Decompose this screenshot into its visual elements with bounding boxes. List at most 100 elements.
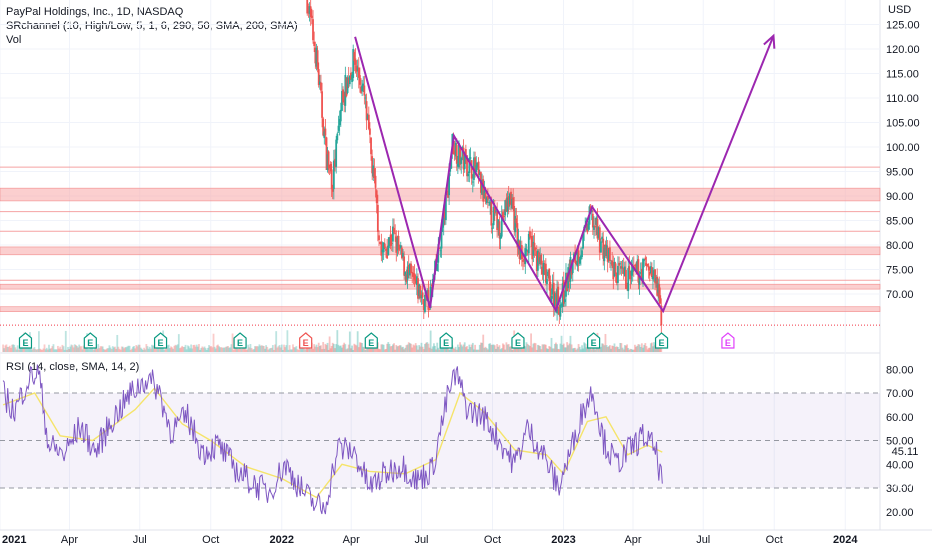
candle-body <box>586 223 589 233</box>
volume-bar <box>426 342 429 352</box>
sr-zone[interactable] <box>0 283 881 290</box>
volume-bar <box>123 348 125 352</box>
earnings-marker[interactable] <box>439 332 453 349</box>
volume-bar <box>398 345 401 352</box>
earnings-marker[interactable] <box>18 332 33 349</box>
earnings-marker[interactable] <box>721 332 735 349</box>
candle-body <box>499 234 502 239</box>
volume-bar <box>428 347 431 352</box>
volume-bar <box>81 349 84 352</box>
volume-bar <box>11 344 13 352</box>
earnings-marker[interactable] <box>364 332 378 349</box>
volume-bar <box>438 349 441 352</box>
volume-bar <box>18 348 21 352</box>
candle-body <box>640 268 643 281</box>
sr-zone[interactable] <box>0 306 881 312</box>
volume-bar <box>394 349 397 352</box>
volume-bar <box>124 347 126 352</box>
volume-bar <box>576 348 579 352</box>
volume-bar <box>383 349 386 352</box>
volume-bar <box>448 349 451 352</box>
volume-bar <box>329 348 332 352</box>
candle-body <box>626 288 628 290</box>
candle-body <box>577 250 580 262</box>
candle-body <box>659 295 662 304</box>
earnings-marker[interactable] <box>654 332 669 349</box>
candle-body <box>405 274 408 282</box>
candle-body <box>649 266 652 274</box>
candle-body <box>514 215 517 233</box>
volume-bar <box>240 349 243 352</box>
rsi-ma-line[interactable] <box>2 387 663 499</box>
volume-bar <box>652 346 654 352</box>
earnings-marker[interactable] <box>153 332 168 349</box>
volume-bar <box>399 345 402 352</box>
srchannel-indicator-label[interactable]: SRchannel (10, High/Low, 5, 1, 6, 290, 5… <box>6 20 298 32</box>
volume-bar <box>80 346 83 352</box>
volume-bar <box>12 344 15 352</box>
volume-bar <box>105 349 107 352</box>
volume-bar <box>179 348 181 352</box>
rsi-line[interactable] <box>2 364 663 515</box>
volume-bar <box>449 349 452 352</box>
volume-bar <box>463 342 466 352</box>
volume-bar <box>205 349 208 352</box>
volume-bar <box>413 345 416 352</box>
candle-body <box>459 146 461 165</box>
volume-bar <box>267 349 270 352</box>
candle-body <box>496 211 499 231</box>
volume-bar <box>219 347 222 352</box>
volume-bar <box>512 349 515 352</box>
volume-bar <box>517 346 520 352</box>
earnings-marker[interactable] <box>587 332 601 349</box>
volume-bar <box>44 349 47 352</box>
sr-zone[interactable] <box>0 187 881 202</box>
candle-body <box>556 288 558 314</box>
volume-bar <box>85 347 87 352</box>
volume-bar <box>151 344 153 352</box>
candle-body <box>399 245 402 248</box>
earnings-marker[interactable] <box>511 332 525 349</box>
volume-bar <box>460 344 463 352</box>
volume-bar <box>367 347 370 352</box>
volume-bar <box>481 342 483 352</box>
volume-bar <box>560 335 563 352</box>
candle-body <box>420 294 423 299</box>
volume-bar <box>424 343 426 352</box>
volume-indicator-label[interactable]: Vol <box>6 34 22 46</box>
candle-body <box>627 268 630 292</box>
volume-bar <box>254 346 256 352</box>
volume-bar <box>312 348 314 352</box>
volume-bar <box>464 347 467 352</box>
volume-bar <box>439 348 442 352</box>
candle-body <box>553 293 556 307</box>
earnings-marker[interactable] <box>83 332 97 349</box>
volume-bar <box>130 348 133 352</box>
earnings-marker[interactable] <box>233 332 247 349</box>
volume-bar <box>73 344 76 352</box>
volume-bar <box>196 346 199 352</box>
earnings-marker-label: E <box>303 338 309 348</box>
volume-bar <box>480 342 482 352</box>
projection-arrowhead[interactable] <box>763 33 776 49</box>
volume-bar <box>392 344 394 352</box>
earnings-marker[interactable] <box>299 332 313 349</box>
volume-bar <box>257 346 260 352</box>
volume-bar <box>90 348 93 352</box>
candle-body <box>482 179 485 202</box>
candle-body <box>559 304 562 317</box>
candle-body <box>492 206 495 226</box>
volume-bar <box>386 343 389 352</box>
projection-drawing[interactable] <box>354 35 775 314</box>
rsi-indicator-label[interactable]: RSI (14, close, SMA, 14, 2) <box>6 361 140 373</box>
time-tick-label: 2023 <box>551 534 575 546</box>
candle-body <box>462 147 465 170</box>
candle-body <box>373 168 376 178</box>
volume-bar <box>549 346 552 352</box>
volume-bar <box>64 330 67 352</box>
volume-bar <box>538 345 540 352</box>
volume-bar <box>277 346 280 352</box>
volume-bar <box>334 348 336 352</box>
candle-body <box>622 267 625 275</box>
